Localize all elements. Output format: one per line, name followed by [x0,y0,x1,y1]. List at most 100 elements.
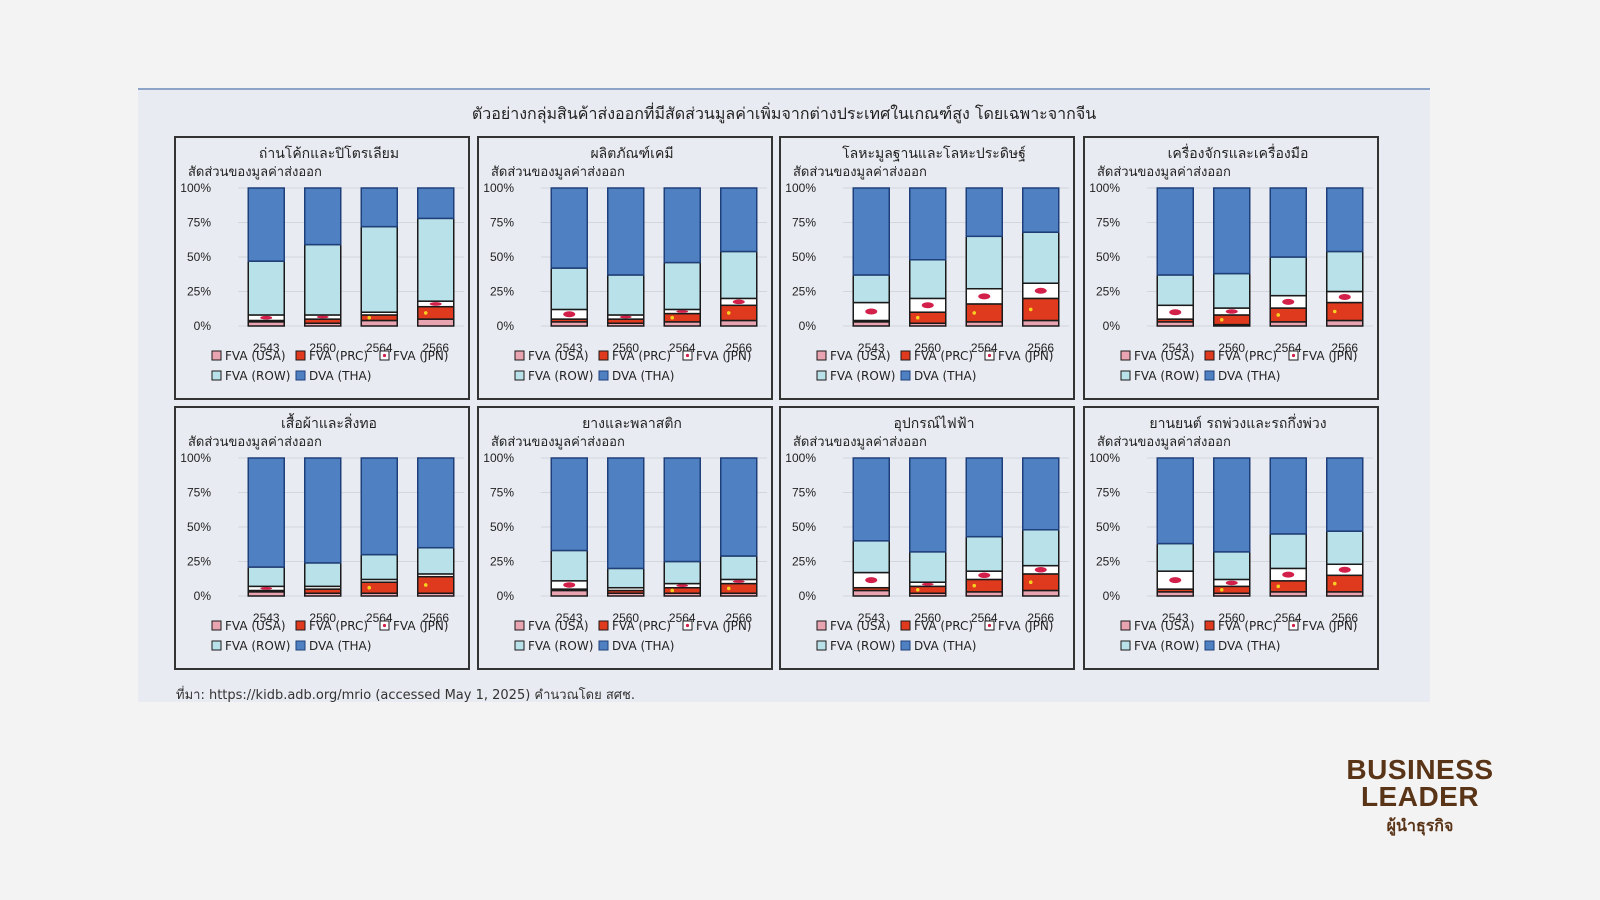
legend-label: FVA (JPN) [393,349,448,363]
bar-segment-fva-prc [720,582,758,594]
bar-stack [607,187,645,327]
x-tick-label: 2543 [556,341,583,355]
japan-flag-dot [865,577,878,584]
bar-stack [965,457,1003,597]
chart-svg: เครื่องจักรและเครื่องมือสัดส่วนของมูลค่า… [1089,144,1373,383]
china-flag-star [915,587,920,592]
y-tick-label: 75% [187,216,211,230]
china-flag-star [670,315,675,320]
legend-swatch [1120,620,1131,631]
legend-label: DVA (THA) [309,639,371,653]
y-axis-label: สัดส่วนของมูลค่าส่งออก [1097,435,1231,450]
chart-title: ผลิตภัณฑ์เคมี [590,145,673,162]
bar-segment-fva-usa [550,589,588,597]
bar-segment-fva-usa [1326,319,1364,327]
legend-swatch [211,620,222,631]
bar-segment-dva-tha [1269,187,1307,258]
x-tick-label: 2560 [612,341,639,355]
bar-stack [1156,457,1194,597]
japan-flag-dot [1282,571,1295,578]
japan-flag-dot [382,353,387,358]
bar-segment-dva-tha [720,457,758,557]
chart-title: อุปกรณ์ไฟฟ้า [893,415,974,432]
chart-panel: เครื่องจักรและเครื่องมือ สัดส่วนของมูลค่า… [1083,136,1379,400]
bar-stack [304,187,342,327]
legend-label: DVA (THA) [1218,639,1280,653]
legend-swatch [211,370,222,381]
bar-segment-dva-tha [909,187,947,261]
japan-flag-dot [978,572,991,579]
bar-segment-fva-usa [360,319,398,327]
bar-segment-dva-tha [663,457,701,563]
japan-flag-dot [563,311,576,318]
y-tick-label: 0% [194,319,212,333]
legend-label: DVA (THA) [612,639,674,653]
bar-segment-fva-prc [1269,307,1307,323]
bar-stack [607,457,645,597]
bar-stack [1269,187,1307,327]
legend-swatch [816,640,827,651]
legend-label: FVA (JPN) [393,619,448,633]
bar-segment-fva-prc [720,304,758,322]
x-tick-label: 2543 [1162,611,1189,625]
legend-label: FVA (USA) [528,619,589,633]
bar-stack [852,457,890,597]
y-tick-label: 75% [1096,486,1120,500]
x-tick-label: 2566 [1331,341,1358,355]
bar-stack [663,457,701,597]
x-tick-label: 2560 [309,611,336,625]
bar-segment-fva-row [909,551,947,583]
bar-segment-fva-row [1156,274,1194,307]
legend-label: FVA (PRC) [1218,349,1277,363]
y-tick-label: 100% [1089,181,1120,195]
japan-flag-dot [316,315,329,319]
bar-segment-dva-tha [360,457,398,556]
legend-label: FVA (PRC) [914,619,973,633]
legend-label: FVA (USA) [1134,619,1195,633]
bar-segment-fva-row [1213,551,1251,581]
source-note: ที่มา: https://kidb.adb.org/mrio (access… [176,688,635,703]
legend-swatch [295,350,306,361]
y-tick-label: 100% [180,181,211,195]
legend-label: FVA (JPN) [696,619,751,633]
bar-segment-dva-tha [607,457,645,570]
japan-flag-dot [1291,353,1296,358]
japan-flag-dot [685,353,690,358]
x-tick-label: 2543 [858,611,885,625]
bar-segment-dva-tha [360,187,398,228]
logo-line-1: BUSINESS [1346,754,1494,785]
legend-swatch [900,620,911,631]
y-tick-label: 50% [187,520,211,534]
y-tick-label: 50% [187,250,211,264]
bar-segment-fva-row [1022,231,1060,284]
legend-label: FVA (JPN) [1302,349,1357,363]
legend-swatch [1204,620,1215,631]
bar-stack [550,457,588,597]
japan-flag-dot [260,587,273,590]
japan-flag-dot [260,315,273,320]
legend-swatch [816,370,827,381]
bar-segment-fva-row [1269,256,1307,297]
japan-flag-dot [1169,577,1182,584]
legend-label: DVA (THA) [1218,369,1280,383]
y-axis-label: สัดส่วนของมูลค่าส่งออก [491,435,625,450]
japan-flag-dot [732,299,745,305]
bar-stack [720,187,758,327]
bar-stack [909,187,947,327]
y-tick-label: 25% [792,555,816,569]
bar-segment-fva-prc [965,303,1003,323]
china-flag-star [423,583,428,587]
legend-label: FVA (USA) [225,349,286,363]
china-flag-star [1332,581,1337,586]
legend-swatch [816,620,827,631]
japan-flag-dot [1225,580,1238,586]
legend-label: DVA (THA) [914,369,976,383]
y-tick-label: 25% [792,285,816,299]
y-tick-label: 75% [792,216,816,230]
y-tick-label: 0% [799,589,817,603]
japan-flag-dot [563,582,576,588]
bar-segment-fva-row [720,250,758,300]
y-tick-label: 50% [1096,250,1120,264]
bar-segment-fva-prc [1269,580,1307,593]
y-axis-label: สัดส่วนของมูลค่าส่งออก [1097,165,1231,180]
